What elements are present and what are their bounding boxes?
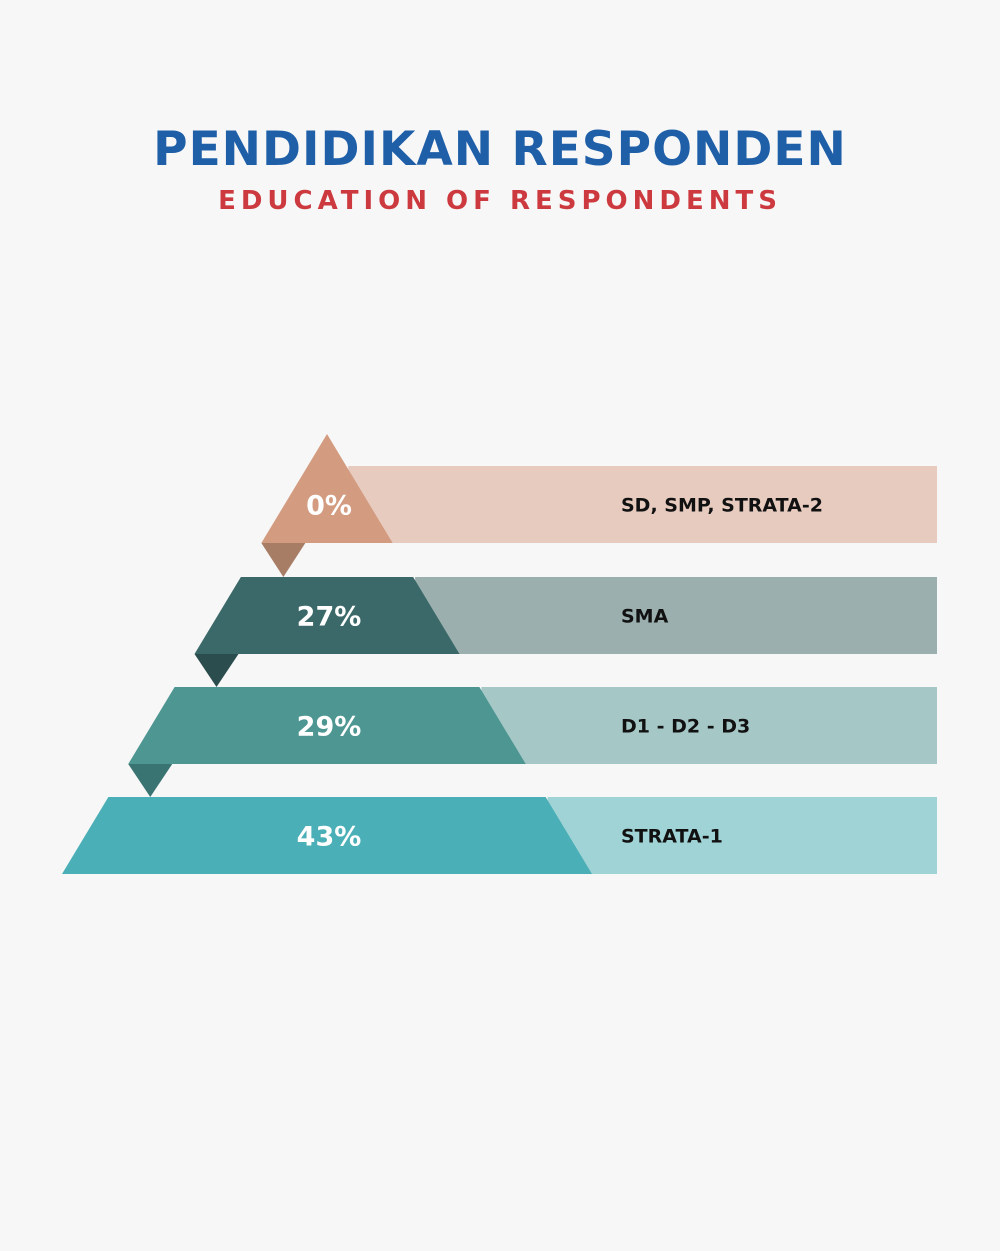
category-label: D1 - D2 - D3 bbox=[621, 716, 750, 738]
segment-fold bbox=[128, 764, 173, 797]
category-label: SMA bbox=[621, 606, 669, 628]
segment-fold bbox=[261, 543, 306, 577]
value-label: 43% bbox=[297, 822, 362, 853]
category-band bbox=[415, 577, 937, 654]
category-band bbox=[481, 687, 937, 764]
category-band bbox=[348, 466, 938, 543]
pyramid-segment bbox=[194, 577, 460, 654]
category-label: STRATA-1 bbox=[621, 826, 723, 848]
pyramid-segment bbox=[128, 687, 526, 764]
value-label: 27% bbox=[297, 602, 362, 633]
segment-fold bbox=[194, 654, 239, 687]
value-label: 0% bbox=[306, 491, 352, 522]
chart-subtitle: EDUCATION OF RESPONDENTS bbox=[218, 186, 782, 216]
value-label: 29% bbox=[297, 712, 362, 743]
pyramid-segment bbox=[261, 434, 393, 543]
category-band bbox=[547, 797, 937, 874]
pyramid-segment bbox=[62, 797, 592, 874]
category-label: SD, SMP, STRATA-2 bbox=[621, 495, 823, 517]
chart-title: PENDIDIKAN RESPONDEN bbox=[153, 122, 847, 177]
